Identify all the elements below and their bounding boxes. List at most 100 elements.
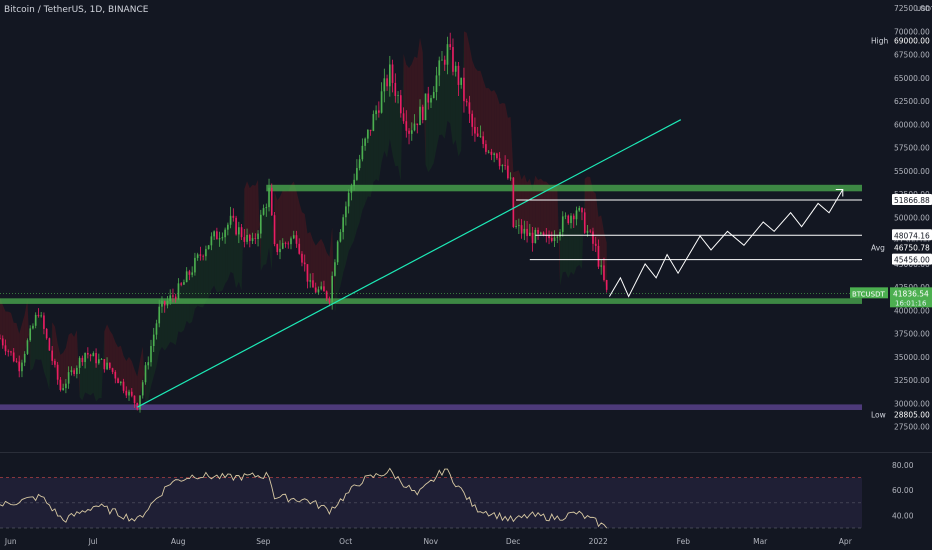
candle: [279, 248, 281, 253]
cloud-segment: [507, 117, 511, 179]
candle: [465, 101, 468, 103]
candle: [81, 357, 84, 363]
candle: [534, 229, 537, 244]
cloud-segment: [87, 354, 91, 396]
cloud-segment: [565, 215, 569, 279]
candle: [449, 44, 452, 48]
price-tick-label: 67500.00: [894, 51, 930, 60]
candle: [43, 315, 45, 329]
time-tick-label: 2022: [589, 537, 608, 546]
price-tick-label: 72500.00: [894, 4, 930, 13]
level-51866-badge-box: [892, 193, 932, 205]
candle: [430, 98, 432, 103]
candle: [496, 153, 498, 159]
cloud-segment: [233, 217, 237, 289]
candle: [542, 232, 545, 236]
cloud-segment: [474, 67, 478, 137]
candle: [122, 381, 125, 391]
candle: [509, 177, 512, 179]
price-tick-label: 70000.00: [894, 27, 930, 36]
candle: [125, 390, 128, 396]
cloud-segment: [376, 110, 379, 182]
candle: [89, 354, 92, 357]
candle: [172, 295, 174, 297]
candle: [457, 65, 460, 85]
candle: [152, 334, 155, 347]
cloud-segment: [417, 37, 421, 126]
candle: [383, 78, 386, 92]
candle: [353, 179, 355, 187]
cloud-segment: [485, 88, 489, 152]
low-zone: [0, 404, 862, 410]
cloud-segment: [230, 215, 234, 274]
cloud-segment: [172, 296, 176, 346]
candle: [205, 249, 207, 257]
symbol-label: BTCUSDT: [852, 290, 886, 298]
cloud-segment: [90, 353, 94, 396]
cloud-segment: [315, 242, 319, 293]
avg-badge-box: [892, 241, 932, 253]
level-45456-badge: 45456.00: [892, 253, 932, 265]
cloud-segment: [249, 184, 253, 242]
candle: [10, 351, 12, 353]
cloud-segment: [312, 240, 316, 293]
candle: [550, 238, 553, 242]
cloud-segment: [216, 238, 220, 293]
price-tick-label: 62500.00: [894, 97, 930, 106]
price-tick-label: 37500.00: [894, 330, 930, 339]
candle: [128, 391, 130, 396]
cloud-segment: [112, 334, 116, 379]
high-badge: High 69000.00: [871, 34, 932, 46]
candle: [40, 315, 43, 317]
cloud-segment: [499, 102, 503, 167]
candle: [144, 365, 147, 383]
candle: [235, 217, 237, 235]
candle: [290, 238, 292, 245]
candle: [561, 216, 564, 232]
candle: [163, 301, 166, 306]
candle: [468, 102, 471, 114]
cloud-segment: [208, 236, 212, 298]
candle: [229, 215, 232, 225]
candle: [452, 47, 454, 72]
candle: [559, 231, 561, 237]
candle: [213, 231, 215, 237]
cloud-segment: [557, 183, 561, 286]
cloud-segment: [200, 255, 204, 308]
cloud-segment: [79, 357, 83, 401]
last-price-box: [890, 287, 932, 308]
cloud-segment: [16, 323, 20, 372]
cloud-segment: [186, 271, 190, 324]
cloud-segment: [10, 312, 14, 362]
cloud-segment: [68, 332, 72, 373]
candle: [4, 345, 7, 352]
candle: [34, 314, 37, 326]
candle: [174, 296, 177, 300]
cloud-segment: [428, 98, 431, 173]
cloud-segment: [288, 185, 291, 245]
candle: [191, 272, 193, 275]
candle: [501, 165, 504, 167]
candle: [158, 306, 161, 324]
candle: [432, 92, 435, 99]
cloud-segment: [98, 359, 102, 399]
candle: [586, 230, 589, 233]
candle: [262, 208, 265, 215]
candle: [270, 187, 273, 216]
cloud-segment: [387, 64, 390, 158]
candle: [202, 255, 204, 257]
candle: [150, 346, 152, 363]
candle: [515, 226, 517, 227]
candle: [325, 291, 328, 299]
candles: [0, 32, 608, 413]
cloud-segment: [439, 59, 442, 136]
cloud-segment: [573, 210, 577, 275]
rsi-tick-label: 60.00: [892, 486, 914, 495]
candle: [463, 77, 465, 102]
cloud-segment: [502, 102, 506, 166]
candle: [526, 228, 528, 237]
candle: [600, 265, 603, 267]
candle: [45, 328, 48, 339]
